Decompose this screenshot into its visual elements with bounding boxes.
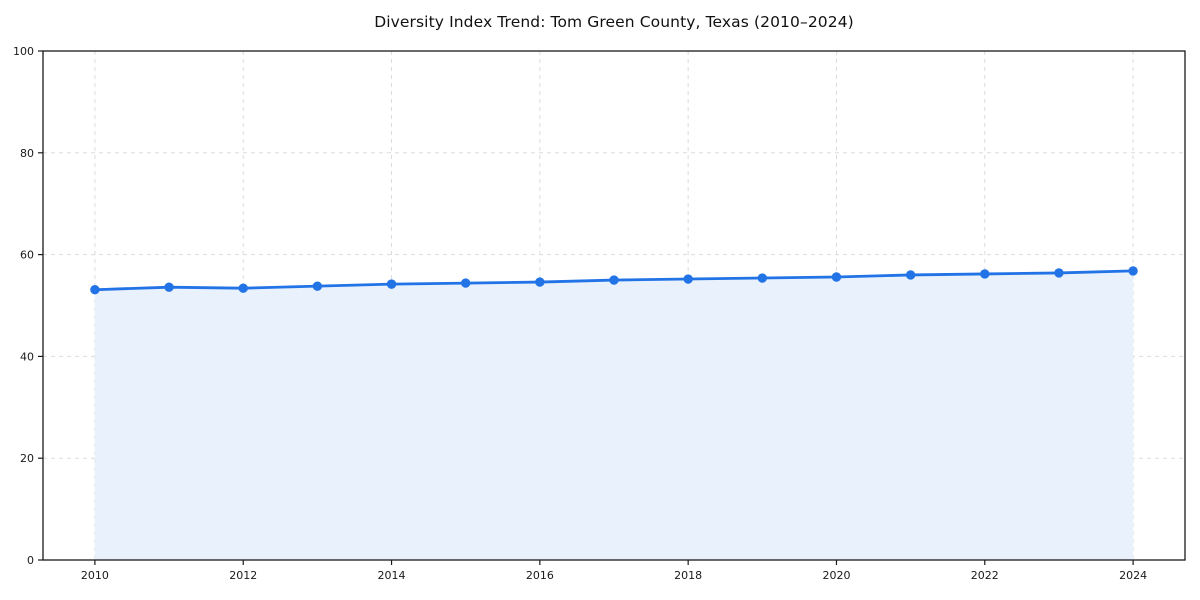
data-point <box>460 278 471 288</box>
data-point <box>609 275 619 285</box>
data-point <box>386 279 397 289</box>
data-point <box>757 273 768 283</box>
y-tick-label: 100 <box>13 45 34 58</box>
data-point <box>1054 268 1064 278</box>
y-tick-label: 80 <box>20 147 34 160</box>
data-point <box>164 282 174 292</box>
y-tick-label: 60 <box>20 249 34 262</box>
data-point <box>905 270 916 280</box>
y-tick-label: 20 <box>20 452 34 465</box>
x-tick-label: 2016 <box>526 569 554 582</box>
x-tick-label: 2010 <box>81 569 109 582</box>
x-tick-label: 2012 <box>229 569 257 582</box>
x-tick-label: 2020 <box>822 569 850 582</box>
data-point <box>90 285 100 295</box>
data-point <box>831 272 842 282</box>
chart-title: Diversity Index Trend: Tom Green County,… <box>374 13 854 31</box>
data-point <box>535 277 545 287</box>
y-tick-label: 0 <box>27 554 34 567</box>
y-tick-label: 40 <box>20 350 34 363</box>
x-tick-label: 2024 <box>1119 569 1147 582</box>
data-point <box>238 283 248 293</box>
x-tick-label: 2022 <box>971 569 999 582</box>
data-point <box>980 269 990 279</box>
x-tick-label: 2018 <box>674 569 702 582</box>
axes-box <box>42 50 1186 561</box>
area-fill <box>94 270 1134 560</box>
data-point <box>312 281 323 291</box>
data-point <box>1128 266 1138 276</box>
x-tick-label: 2014 <box>378 569 406 582</box>
data-point <box>683 274 693 284</box>
